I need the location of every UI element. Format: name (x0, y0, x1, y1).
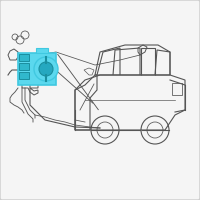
Circle shape (34, 57, 58, 81)
Bar (19, 54, 29, 61)
Bar (172, 83, 182, 95)
FancyBboxPatch shape (18, 53, 56, 85)
Bar (36, 48, 48, 53)
Bar (19, 63, 29, 70)
Bar (19, 72, 29, 79)
Circle shape (39, 62, 53, 76)
